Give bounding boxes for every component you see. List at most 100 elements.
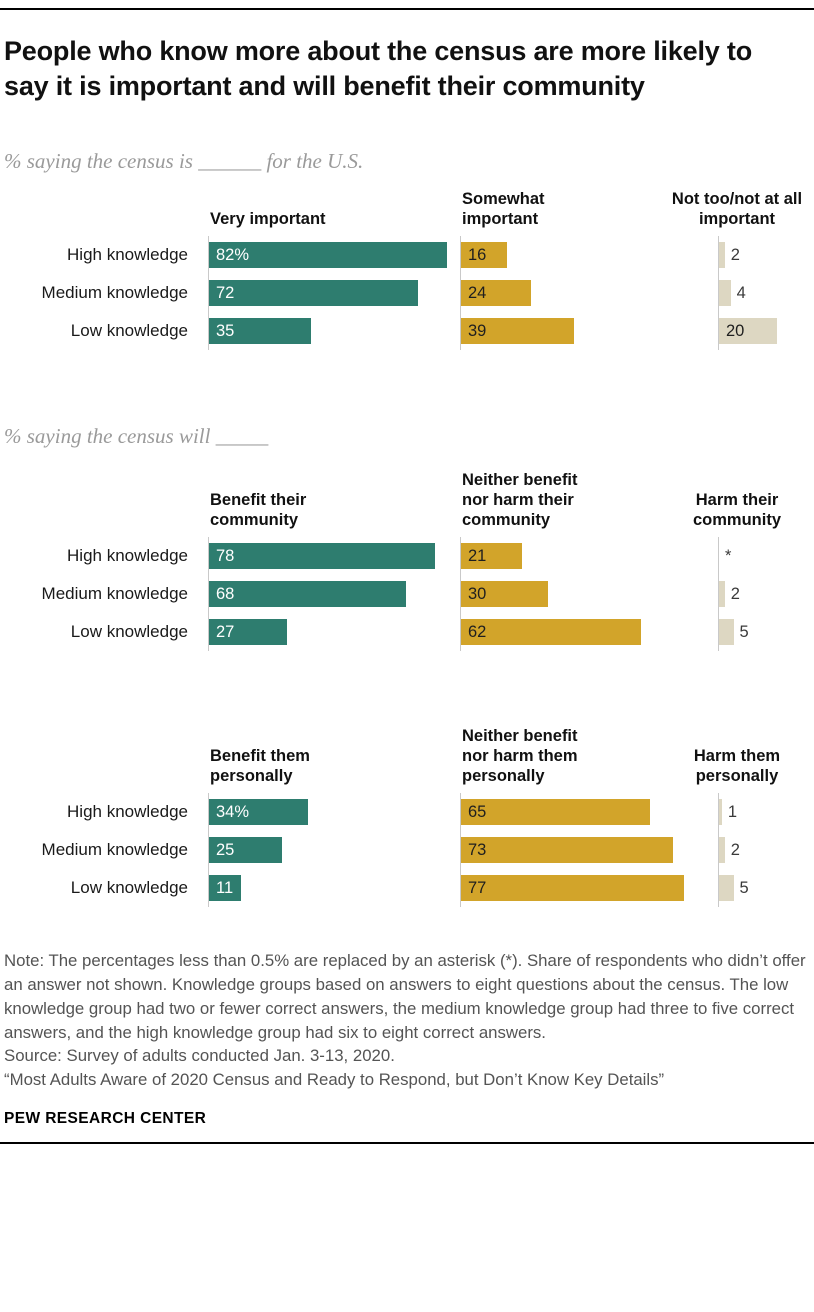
bar-tan — [719, 242, 725, 269]
bar-value-label: 2 — [730, 245, 740, 264]
column-header-cell: Not too/not at all important — [672, 189, 814, 229]
column-header-cell: Benefit their community — [208, 490, 460, 530]
bar-value-label: 11 — [216, 878, 234, 897]
bar-value-label: 27 — [216, 622, 235, 641]
bar-cell: 30 — [460, 575, 718, 614]
bar-cell: 82% — [208, 236, 460, 275]
column-header-cell: Harm them personally — [694, 746, 814, 786]
bar-value-label: 5 — [739, 878, 749, 897]
bar-cell: 5 — [718, 869, 814, 908]
bar-green: 82% — [209, 242, 447, 269]
bar-row: Medium knowledge 25 73 2 — [0, 831, 814, 870]
column-header-cell: Benefit them personally — [208, 746, 460, 786]
bar-value-label: 68 — [216, 584, 235, 603]
bar-cell: 2 — [718, 831, 814, 870]
bar-value-label: 72 — [216, 283, 235, 302]
bar-tan — [719, 837, 725, 864]
bar-row: Low knowledge 27 62 5 — [0, 613, 814, 652]
bar-tan — [719, 280, 731, 307]
bar-cell: 34% — [208, 793, 460, 832]
bar-gold: 30 — [461, 581, 548, 608]
bar-tan — [719, 581, 725, 608]
bar-value-label: 77 — [468, 878, 487, 897]
footer-brand: PEW RESEARCH CENTER — [4, 1110, 207, 1128]
page-title: People who know more about the census ar… — [4, 36, 752, 101]
column-header: Benefit them personally — [210, 746, 310, 785]
column-header: Benefit their community — [210, 490, 307, 529]
bar-green: 27 — [209, 619, 288, 646]
bar-gold: 77 — [461, 875, 685, 902]
bar-green: 35 — [209, 318, 311, 345]
notes-block: Note: The percentages less than 0.5% are… — [4, 949, 808, 1092]
bar-value-label: 82% — [216, 245, 250, 264]
citation-text: “Most Adults Aware of 2020 Census and Re… — [4, 1070, 665, 1090]
bar-cell: 62 — [460, 613, 718, 652]
column-header: Neither benefit nor harm their community — [462, 470, 578, 529]
chart-subtitle: % saying the census will _____ — [4, 424, 269, 449]
bar-cell: 1 — [718, 793, 814, 832]
column-header: Not too/not at all important — [671, 189, 803, 228]
bar-value-label: 39 — [468, 321, 487, 340]
column-header-cell: Harm their community — [693, 490, 814, 530]
bar-row: High knowledge 34% 65 1 — [0, 793, 814, 832]
column-header-cell: Somewhat important — [460, 189, 718, 229]
bar-green: 11 — [209, 875, 241, 902]
bar-gold: 39 — [461, 318, 575, 345]
bar-cell: 77 — [460, 869, 718, 908]
bar-value-label: 1 — [727, 802, 738, 821]
column-header: Harm their community — [692, 490, 781, 529]
row-label: High knowledge — [67, 245, 188, 265]
bar-row: Low knowledge 11 77 5 — [0, 869, 814, 908]
bar-value-label: 16 — [468, 245, 487, 264]
bar-value-label: 4 — [736, 283, 746, 302]
chart-panel: % saying the census will _____ Benefit th… — [0, 424, 814, 652]
bar-green: 78 — [209, 543, 436, 570]
column-header-cell: Neither benefit nor harm their community — [460, 470, 718, 530]
column-header-row: Benefit their community Neither benefit n… — [0, 449, 814, 537]
row-label: Medium knowledge — [41, 584, 188, 604]
bar-value-label: 62 — [468, 622, 487, 641]
note-text: Note: The percentages less than 0.5% are… — [4, 951, 806, 1042]
bar-gold: 73 — [461, 837, 673, 864]
bar-value-label: 21 — [468, 546, 487, 565]
bar-cell: 25 — [208, 831, 460, 870]
chart-panel: Benefit them personally Neither benefit n… — [0, 705, 814, 908]
bar-value-label: 30 — [468, 584, 487, 603]
row-label: Low knowledge — [70, 321, 188, 341]
bar-cell: 20 — [718, 312, 814, 351]
bottom-rule — [0, 1142, 814, 1145]
chart-subtitle: % saying the census is ______ for the U.… — [4, 149, 364, 174]
bar-cell: 5 — [718, 613, 814, 652]
bar-tan — [719, 799, 722, 826]
column-header-cell: Neither benefit nor harm them personally — [460, 726, 718, 786]
bar-row: Medium knowledge 68 30 2 — [0, 575, 814, 614]
bar-value-label: 24 — [468, 283, 487, 302]
bar-cell: 2 — [718, 236, 814, 275]
bar-cell: 35 — [208, 312, 460, 351]
bar-value-label: 65 — [468, 802, 487, 821]
bar-gold: 21 — [461, 543, 522, 570]
bar-cell: 78 — [208, 537, 460, 576]
column-header: Harm them personally — [693, 746, 781, 785]
bar-cell: 16 — [460, 236, 718, 275]
bar-tan — [719, 619, 734, 646]
bar-green: 68 — [209, 581, 407, 608]
bar-green: 25 — [209, 837, 282, 864]
chart-panel: % saying the census is ______ for the U.… — [0, 149, 814, 351]
bar-value-label: * — [725, 546, 732, 565]
row-label: Medium knowledge — [41, 283, 188, 303]
bar-value-label: 35 — [216, 321, 235, 340]
bar-row: High knowledge 82% 16 2 — [0, 236, 814, 275]
bar-cell: 27 — [208, 613, 460, 652]
column-header: Neither benefit nor harm them personally — [462, 726, 578, 785]
bar-gold: 16 — [461, 242, 508, 269]
bar-row: Medium knowledge 72 24 4 — [0, 274, 814, 313]
row-label: Low knowledge — [70, 622, 188, 642]
bar-cell: 73 — [460, 831, 718, 870]
bar-cell: 21 — [460, 537, 718, 576]
column-header-cell: Very important — [208, 209, 460, 229]
top-rule — [0, 8, 814, 10]
bar-cell: 72 — [208, 274, 460, 313]
bar-cell: 39 — [460, 312, 718, 351]
bar-value-label: 25 — [216, 840, 235, 859]
